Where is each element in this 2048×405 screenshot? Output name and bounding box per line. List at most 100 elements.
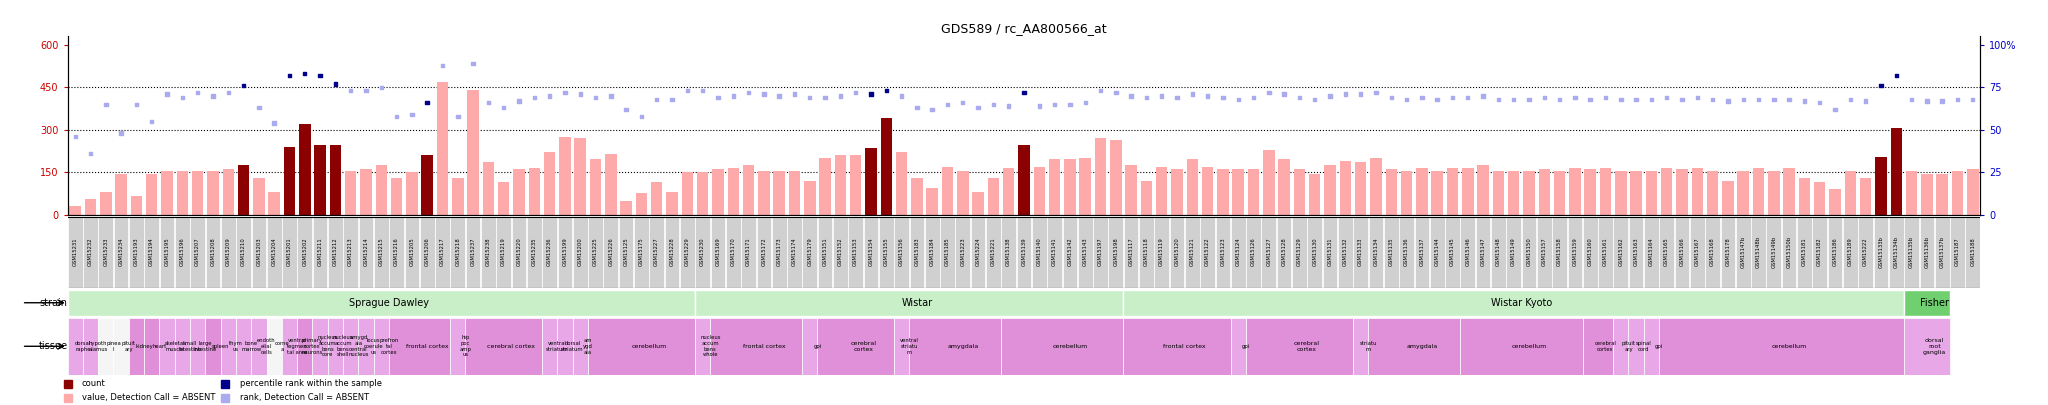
Text: endoth
elial
cells: endoth elial cells xyxy=(258,338,276,354)
Bar xyxy=(145,174,158,215)
FancyBboxPatch shape xyxy=(1262,217,1276,288)
Bar xyxy=(254,178,264,215)
Text: dorsal
root
ganglia: dorsal root ganglia xyxy=(1923,338,1946,354)
Text: GSM15207: GSM15207 xyxy=(195,238,201,266)
Text: GSM15186: GSM15186 xyxy=(1833,238,1837,266)
Point xyxy=(641,96,674,102)
Text: GSM15210: GSM15210 xyxy=(242,238,246,266)
Bar xyxy=(328,318,342,375)
FancyBboxPatch shape xyxy=(1597,217,1614,288)
Bar xyxy=(621,200,633,215)
Bar xyxy=(358,318,373,375)
FancyBboxPatch shape xyxy=(451,217,465,288)
FancyBboxPatch shape xyxy=(1323,217,1337,288)
Point xyxy=(532,93,565,99)
Bar xyxy=(1616,171,1626,215)
Text: GSM15171: GSM15171 xyxy=(745,238,752,266)
Text: GSM15237: GSM15237 xyxy=(471,238,475,266)
Point xyxy=(1391,96,1423,102)
Bar xyxy=(1477,165,1489,215)
Text: GSM15235: GSM15235 xyxy=(532,238,537,266)
Bar xyxy=(1356,162,1366,215)
FancyBboxPatch shape xyxy=(604,217,618,288)
Text: pituit
ary: pituit ary xyxy=(121,341,135,352)
Text: GSM15131: GSM15131 xyxy=(1327,238,1333,266)
Bar xyxy=(82,318,98,375)
Bar xyxy=(283,318,297,375)
Point xyxy=(74,150,106,157)
Text: GSM15117: GSM15117 xyxy=(1128,238,1135,266)
Bar xyxy=(694,290,1124,316)
Bar xyxy=(774,171,784,215)
Bar xyxy=(758,171,770,215)
Point xyxy=(518,94,551,101)
Text: GSM15183: GSM15183 xyxy=(913,238,920,266)
Bar xyxy=(588,318,694,375)
Point xyxy=(1497,96,1530,102)
FancyBboxPatch shape xyxy=(1186,217,1200,288)
Text: GSM15147b: GSM15147b xyxy=(1741,236,1745,268)
Text: GSM15220: GSM15220 xyxy=(516,238,522,266)
Text: primary
cortex
neurons: primary cortex neurons xyxy=(301,338,324,354)
Bar xyxy=(909,318,1001,375)
Bar xyxy=(1937,174,1948,215)
FancyBboxPatch shape xyxy=(1737,217,1751,288)
FancyBboxPatch shape xyxy=(895,217,909,288)
Point xyxy=(242,104,274,111)
FancyBboxPatch shape xyxy=(1446,217,1460,288)
Text: GSM15194: GSM15194 xyxy=(150,238,154,266)
Text: GSM15156: GSM15156 xyxy=(899,238,903,266)
Bar xyxy=(1829,189,1841,215)
Bar xyxy=(1325,165,1335,215)
Bar xyxy=(1018,145,1030,215)
FancyBboxPatch shape xyxy=(1124,217,1139,288)
Point xyxy=(1833,96,1866,102)
FancyBboxPatch shape xyxy=(879,217,893,288)
Text: GSM15203: GSM15203 xyxy=(256,238,262,266)
Bar xyxy=(573,318,588,375)
Bar xyxy=(696,172,709,215)
Bar xyxy=(330,145,342,215)
Point xyxy=(1237,94,1270,101)
Text: GSM15188: GSM15188 xyxy=(1970,238,1974,266)
Bar xyxy=(483,162,494,215)
FancyBboxPatch shape xyxy=(1645,217,1659,288)
Bar xyxy=(1599,168,1612,215)
Bar xyxy=(1124,318,1231,375)
Point xyxy=(1757,96,1790,102)
FancyBboxPatch shape xyxy=(1690,217,1704,288)
Text: GSM15161: GSM15161 xyxy=(1604,238,1608,266)
Bar xyxy=(1034,166,1044,215)
Text: amygdala: amygdala xyxy=(1407,344,1438,349)
Text: nucleus
accum
bens
whole: nucleus accum bens whole xyxy=(700,335,721,358)
FancyBboxPatch shape xyxy=(375,217,389,288)
Text: GSM15130: GSM15130 xyxy=(1313,238,1317,266)
Bar xyxy=(817,318,893,375)
Point xyxy=(1053,101,1085,108)
FancyBboxPatch shape xyxy=(1767,217,1782,288)
FancyBboxPatch shape xyxy=(1430,217,1444,288)
Text: GSM15144: GSM15144 xyxy=(1436,238,1440,266)
Text: GSM15158: GSM15158 xyxy=(1556,238,1563,266)
Bar xyxy=(819,158,831,215)
Text: GSM15120: GSM15120 xyxy=(1174,238,1180,266)
Point xyxy=(1421,96,1454,102)
Bar xyxy=(1217,169,1229,215)
FancyBboxPatch shape xyxy=(1720,217,1735,288)
Bar xyxy=(342,318,358,375)
Text: GSM15225: GSM15225 xyxy=(594,238,598,266)
Point xyxy=(90,101,123,108)
Bar xyxy=(1096,138,1106,215)
Bar xyxy=(694,318,711,375)
Point xyxy=(1696,96,1729,102)
FancyBboxPatch shape xyxy=(1536,217,1552,288)
Text: GSM15164: GSM15164 xyxy=(1649,238,1655,266)
FancyBboxPatch shape xyxy=(680,217,694,288)
Point xyxy=(1880,72,1913,79)
FancyBboxPatch shape xyxy=(496,217,512,288)
Point xyxy=(289,70,322,77)
Bar xyxy=(1245,318,1354,375)
Bar xyxy=(360,169,373,215)
FancyBboxPatch shape xyxy=(711,217,725,288)
Bar xyxy=(115,174,127,215)
